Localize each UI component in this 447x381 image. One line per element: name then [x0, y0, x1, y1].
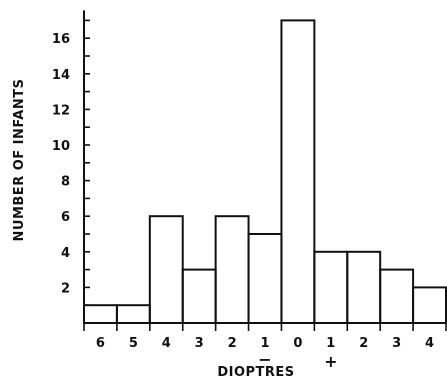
histogram-bar [181, 268, 217, 325]
histogram-bar [214, 215, 250, 324]
histogram-bar [247, 233, 283, 324]
x-tick-label: 3 [392, 336, 401, 351]
minus-sign-label: − [258, 350, 271, 369]
histogram-bars [83, 19, 447, 325]
y-tick-labels: 2 4 6 8 10 12 14 16 [52, 32, 70, 296]
x-tick-label: 0 [293, 336, 302, 351]
histogram-bar [83, 304, 118, 325]
x-tick-label: 2 [228, 336, 237, 351]
y-tick-label: 14 [52, 68, 70, 83]
y-axis-title: NUMBER OF INFANTS [12, 79, 27, 242]
x-tick-labels: 6 5 4 3 2 1 0 1 2 3 4 [96, 336, 434, 351]
x-tick-label: 6 [96, 336, 105, 351]
x-tick-label: 2 [359, 336, 368, 351]
histogram-bar [313, 250, 349, 324]
y-tick-label: 6 [61, 210, 70, 225]
y-tick-label: 12 [52, 103, 70, 118]
x-tick-label: 1 [326, 336, 335, 351]
histogram-bar [115, 304, 151, 325]
y-tick-label: 2 [61, 281, 70, 296]
x-tick-label: 5 [129, 336, 138, 351]
y-tick-label: 16 [52, 32, 70, 47]
x-tick-label: 4 [425, 336, 434, 351]
histogram-bar [148, 215, 184, 324]
histogram-bar [379, 268, 415, 325]
axes [83, 10, 447, 331]
y-tick-label: 8 [61, 175, 70, 190]
plus-sign-label: + [324, 352, 337, 371]
x-tick-label: 1 [260, 336, 269, 351]
histogram-bar [280, 19, 316, 325]
y-tick-label: 4 [61, 246, 70, 261]
x-tick-label: 4 [162, 336, 171, 351]
histogram-bar [412, 286, 447, 324]
y-tick-label: 10 [52, 139, 70, 154]
histogram-bar [346, 250, 382, 324]
x-tick-label: 3 [195, 336, 204, 351]
x-axis-title: DIOPTRES [217, 365, 294, 380]
